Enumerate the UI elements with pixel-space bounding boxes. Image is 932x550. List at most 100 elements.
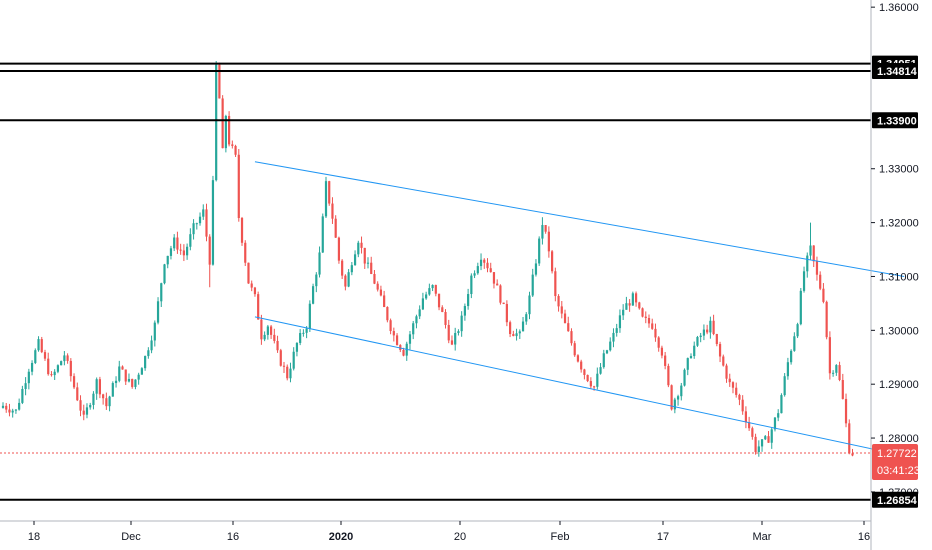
candle-body [66,355,69,361]
candle-body [693,345,696,357]
candle-body [114,380,118,384]
candle-body [302,332,305,334]
candle-body [334,218,337,238]
level-price-label: 1.33900 [877,115,917,127]
candle-body [757,446,760,453]
candle-body [509,322,512,335]
candle-body [289,368,292,379]
candle-body [851,453,854,456]
candle-body [131,378,134,387]
candle-body [518,331,521,334]
candle-body [108,396,111,407]
channel-lower-line[interactable] [254,316,905,457]
candle-body [689,356,693,359]
candle-body [402,349,405,356]
candle-body [796,324,799,337]
candle-body [676,396,680,400]
candle-body [625,303,628,310]
candle-body [596,373,599,387]
candle-body [715,333,718,345]
candle-body [186,246,189,256]
candle-body [476,266,479,274]
candle-body [383,295,386,308]
candle-body [166,255,169,265]
candle-body [783,376,786,396]
candle-body [573,343,576,356]
candle-body [428,288,431,295]
trend-channel[interactable] [254,161,905,457]
candle-body [554,271,557,297]
candle-body [547,231,550,252]
candle-body [237,154,240,219]
candle-body [622,309,625,316]
candle-body [357,242,360,255]
x-tick-label: 17 [657,531,669,543]
candle-body [85,407,89,415]
channel-upper-line[interactable] [254,161,905,277]
candle-body [699,335,702,338]
horizontal-levels[interactable] [0,62,871,501]
candle-body [751,428,754,437]
candle-body [589,381,592,387]
candle-body [92,393,95,405]
candle-body [260,319,263,340]
candle-body [512,334,515,337]
candle-body [192,223,195,235]
candle-body [27,371,30,384]
candle-body [709,320,712,333]
candle-body [563,313,567,324]
candle-body [567,323,570,332]
candle-body [838,365,841,380]
candle-body [605,350,609,354]
candle-body [386,307,389,321]
candle-body [809,245,812,256]
candle-body [786,362,789,377]
candle-body [531,274,534,296]
candle-body [127,378,131,382]
candle-body [1,405,5,408]
candle-body [105,398,108,407]
candle-body [825,301,828,338]
x-tick-label: Dec [121,531,141,543]
candle-body [347,272,350,287]
candle-body [299,333,302,343]
candle-body [612,332,615,342]
candle-body [14,409,18,411]
candle-body [702,329,706,336]
candle-body [819,274,822,289]
candle-body [331,203,334,219]
candle-body [370,262,373,274]
candle-body [431,285,434,289]
y-tick-label: 1.33000 [879,164,919,176]
candle-body [773,417,777,430]
current-price-tag [872,444,918,481]
candle-body [160,283,163,302]
candle-body [63,355,66,362]
candle-body [137,374,140,380]
candle-body [592,386,596,388]
candle-body [777,413,780,418]
y-tick-label: 1.32000 [879,218,919,230]
candle-body [670,385,673,410]
y-tick-label: 1.30000 [879,325,919,337]
candle-body [218,64,221,99]
candle-body [286,366,289,379]
candle-body [644,316,647,319]
candle-body [586,374,589,382]
x-tick-label: 16 [227,531,239,543]
level-price-label: 1.26854 [877,495,918,507]
candle-body [441,307,444,312]
candle-body [615,328,618,333]
candle-body [234,145,237,155]
candle-body [505,303,508,323]
y-tick-label: 1.36000 [879,2,919,14]
candle-body [764,436,767,440]
candle-body [841,379,844,399]
time-axis[interactable]: 18 Dec 16 2020 20 Feb 17 Mar 16 [28,521,870,543]
candle-body [111,383,114,397]
candle-body [641,308,644,317]
candle-body [37,339,40,351]
candle-body [5,405,8,410]
candle-body [95,379,98,394]
